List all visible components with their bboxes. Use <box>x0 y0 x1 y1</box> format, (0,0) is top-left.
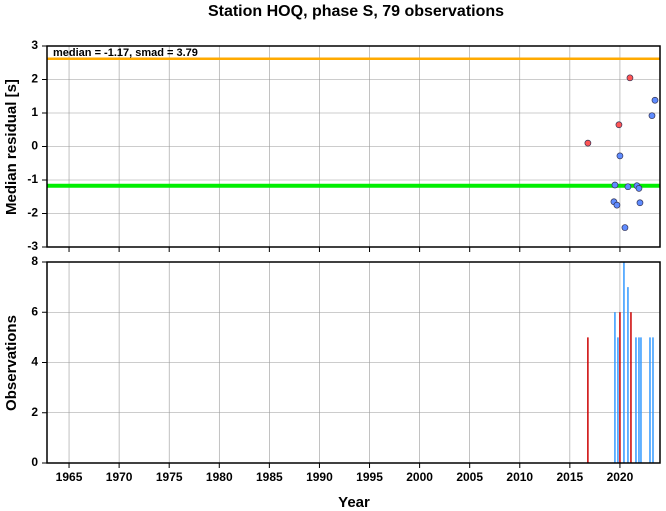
y-tick-label: 8 <box>31 254 38 268</box>
y-tick-label: 6 <box>31 304 38 318</box>
x-tick-label: 1980 <box>206 470 233 484</box>
point <box>611 181 619 189</box>
x-axis-label: Year <box>338 494 370 511</box>
x-tick-label: 2015 <box>557 470 584 484</box>
y-axis-label: Observations <box>3 315 20 411</box>
x-tick-label: 1995 <box>356 470 383 484</box>
y-axis-label: Median residual [s] <box>3 79 20 215</box>
point <box>584 139 592 147</box>
y-tick-label: 2 <box>31 405 38 419</box>
y-tick-label: 3 <box>31 38 38 52</box>
x-tick-label: 1965 <box>56 470 83 484</box>
point <box>626 74 634 82</box>
annotation: median = -1.17, smad = 3.79 <box>53 47 198 59</box>
x-tick-label: 1975 <box>156 470 183 484</box>
y-tick-label: 0 <box>31 139 38 153</box>
y-tick-label: 4 <box>31 355 38 369</box>
x-tick-label: 2020 <box>607 470 634 484</box>
y-tick-label: 2 <box>31 72 38 86</box>
point <box>636 199 644 207</box>
y-tick-label: -1 <box>27 172 38 186</box>
y-tick-label: -2 <box>27 206 38 220</box>
chart-title: Station HOQ, phase S, 79 observations <box>208 3 504 20</box>
x-tick-label: 2005 <box>456 470 483 484</box>
x-tick-label: 1970 <box>106 470 133 484</box>
x-tick-label: 2000 <box>406 470 433 484</box>
point <box>613 201 621 209</box>
point <box>624 183 632 191</box>
x-tick-label: 1990 <box>306 470 333 484</box>
plot-frame <box>46 45 661 248</box>
point <box>616 152 624 160</box>
y-tick-label: 0 <box>31 455 38 469</box>
y-tick-label: -3 <box>27 239 38 253</box>
point <box>615 121 623 129</box>
point <box>648 112 656 120</box>
point <box>621 224 629 231</box>
x-tick-label: 1985 <box>256 470 283 484</box>
plot-frame <box>46 261 661 464</box>
x-tick-label: 2010 <box>506 470 533 484</box>
point <box>651 96 659 104</box>
point <box>635 185 643 192</box>
y-tick-label: 1 <box>31 105 38 119</box>
